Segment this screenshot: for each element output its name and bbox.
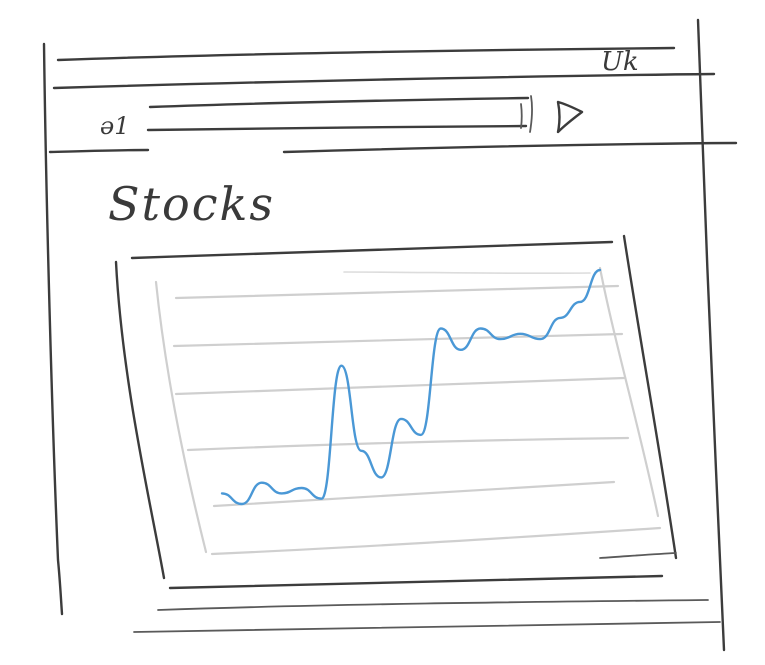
address-prefix-text: ə1 <box>100 112 129 140</box>
play-triangle-icon[interactable] <box>552 96 588 136</box>
page-title: Stocks <box>108 177 275 231</box>
gridline <box>174 284 620 300</box>
title-bar-text: _Uk <box>588 47 639 77</box>
chart-frame <box>114 234 678 590</box>
chart-gridlines <box>172 271 630 508</box>
url-input[interactable] <box>146 95 533 133</box>
chart-series <box>220 268 602 506</box>
address-bar: ə1 <box>100 95 588 140</box>
gridline <box>172 332 624 348</box>
chart-plot-border <box>154 266 662 556</box>
gridline <box>212 480 616 508</box>
stock-chart <box>114 234 678 590</box>
gridline <box>174 376 626 396</box>
series-line <box>220 268 602 506</box>
gridline <box>186 436 630 452</box>
window-frame <box>42 18 738 652</box>
gridline <box>343 271 591 275</box>
